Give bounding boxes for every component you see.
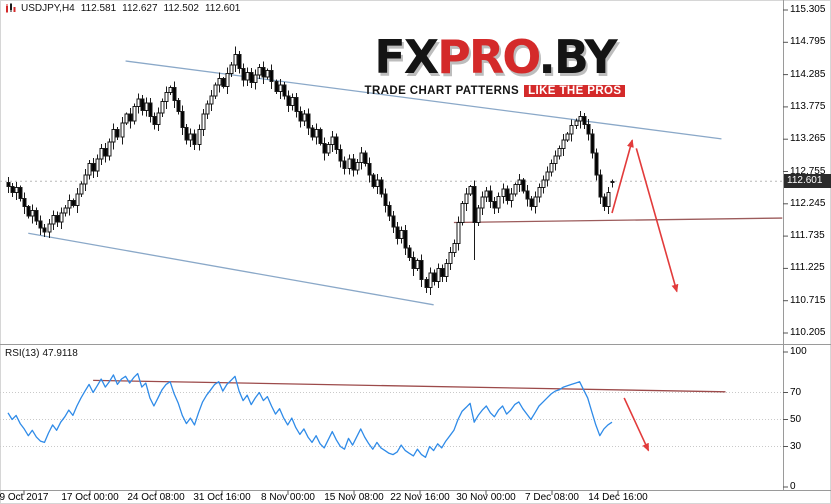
price-tick-label: 111.225 [790,262,825,274]
tagline-plain-text: TRADE CHART PATTERNS [364,85,520,97]
ohlc-high-value: 112.627 [122,3,158,14]
current-price-tag: 112.601 [784,174,831,189]
price-tick-label: 113.775 [790,100,826,112]
price-tick-label: 115.305 [790,4,826,15]
rsi-tick-label: 0 [790,481,796,492]
time-tick-label: 17 Oct 00:00 [61,492,119,503]
symbol-timeframe-label: USDJPY,H4 [21,3,75,14]
gridlines [0,180,783,447]
time-tick-label: 31 Oct 16:00 [193,492,251,503]
ohlc-close-value: 112.601 [204,3,241,14]
arrow-forecast-up[interactable] [611,139,634,214]
price-tick-label: 112.755 [790,165,826,177]
price-tick-label: 113.265 [790,133,826,145]
price-tick-label: 112.245 [790,197,826,209]
rsi-name: RSI(13) [5,348,40,359]
time-tick-label: 30 Nov 00:00 [456,492,516,503]
price-tick-label: 111.735 [790,230,825,242]
logo-part-by: .BY [538,30,617,84]
trendline-upper-channel[interactable] [125,60,722,140]
rsi-value: 47.9118 [42,348,78,359]
time-tick-label: 24 Oct 08:00 [127,492,185,503]
logo-wordmark: FXPRO.BY [340,34,650,80]
rsi-tick-label: 100 [790,346,807,357]
trendline-lower-channel[interactable] [28,232,434,306]
price-tick-label: 114.795 [790,36,826,48]
rsi-tick-label: 70 [790,386,802,398]
time-tick-label: 7 Dec 08:00 [525,492,579,503]
trendline-rsi-resistance[interactable] [93,379,726,393]
rsi-tick-label: 30 [790,440,802,452]
chart-title-bar: USDJPY,H4 112.581 112.627 112.502 112.60… [5,3,240,14]
current-price-value: 112.601 [787,175,823,187]
time-tick-label: 14 Dec 16:00 [588,492,648,503]
price-tick-label: 114.285 [790,68,826,80]
time-tick-label: 8 Nov 00:00 [261,492,315,503]
candlestick-chart-icon [5,3,16,14]
time-tick-label: 22 Nov 16:00 [390,492,450,503]
rsi-line [7,372,613,458]
time-tick-label: 15 Nov 08:00 [324,492,384,503]
arrow-rsi-forecast-down[interactable] [623,397,650,452]
ohlc-low-value: 112.502 [163,3,199,14]
price-tick-label: 110.715 [790,294,826,306]
rsi-tick-label: 50 [790,413,802,425]
logo-tagline: TRADE CHART PATTERNS LIKE THE PROS [340,85,650,97]
candlestick-series [6,46,615,296]
tagline-highlight-chip: LIKE THE PROS [524,85,626,97]
rsi-indicator-label: RSI(13) 47.9118 [5,348,81,359]
logo-part-fx: FX [374,30,439,84]
ohlc-open-value: 112.581 [80,3,117,14]
logo-part-pro: PRO [437,30,540,84]
trendline-support-line[interactable] [453,217,783,224]
price-tick-label: 110.205 [790,327,826,338]
time-tick-label: 9 Oct 2017 [0,492,49,503]
fxpro-watermark-logo: FXPRO.BY TRADE CHART PATTERNS LIKE THE PR… [340,34,650,97]
arrow-forecast-down[interactable] [635,148,679,293]
